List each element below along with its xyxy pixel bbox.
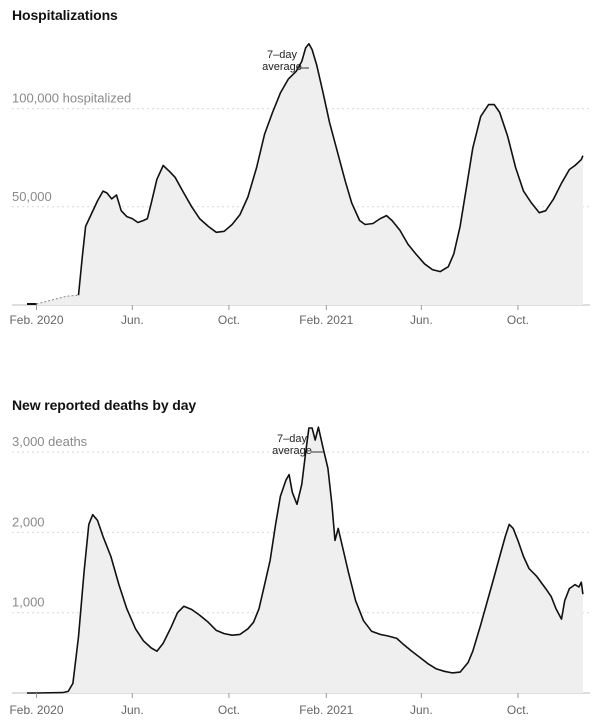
deaths-panel: New reported deaths by day 3,000 deaths 2… (0, 390, 600, 724)
x-tick-label: Feb. 2021 (299, 703, 353, 717)
series-line (27, 426, 584, 694)
x-tick-label: Jun. (121, 703, 144, 717)
x-tick-label: Feb. 2020 (9, 703, 63, 717)
hospitalizations-title: Hospitalizations (12, 7, 118, 23)
x-tick-label: Feb. 2021 (299, 313, 353, 327)
y-tick-label: 50,000 (12, 189, 52, 204)
y-tick-label: 3,000 deaths (12, 434, 88, 449)
y-tick-label: 2,000 (12, 514, 45, 529)
x-tick-label: Jun. (410, 703, 433, 717)
x-tick-label: Oct. (507, 313, 529, 327)
x-tick-label: Oct. (218, 703, 240, 717)
annotation-text: 7–day (267, 49, 297, 61)
x-tick-label: Oct. (507, 703, 529, 717)
x-tick-label: Oct. (218, 313, 240, 327)
deaths-title: New reported deaths by day (12, 397, 197, 413)
series-area-fill (27, 43, 583, 306)
series-area-fill (27, 427, 583, 693)
annotation-text: average (272, 445, 312, 457)
x-tick-label: Jun. (410, 313, 433, 327)
y-tick-label: 1,000 (12, 595, 45, 610)
x-tick-label: Feb. 2020 (9, 313, 63, 327)
deaths-chart: 3,000 deaths 2,000 1,000 Feb. 2020 Jun. Oct. F… (9, 426, 590, 717)
y-tick-label: 100,000 hospitalized (12, 91, 131, 106)
series-line (77, 43, 584, 296)
annotation-text: 7–day (277, 433, 307, 445)
hospitalizations-chart: 100,000 hospitalized 50,000 Feb. 2020 Jun. O… (9, 43, 590, 327)
annotation-text: average (262, 61, 302, 73)
x-tick-label: Jun. (121, 313, 144, 327)
series-line-no-data (36, 294, 79, 305)
hospitalizations-panel: Hospitalizations 100,000 hospitalized 50,… (0, 0, 600, 340)
